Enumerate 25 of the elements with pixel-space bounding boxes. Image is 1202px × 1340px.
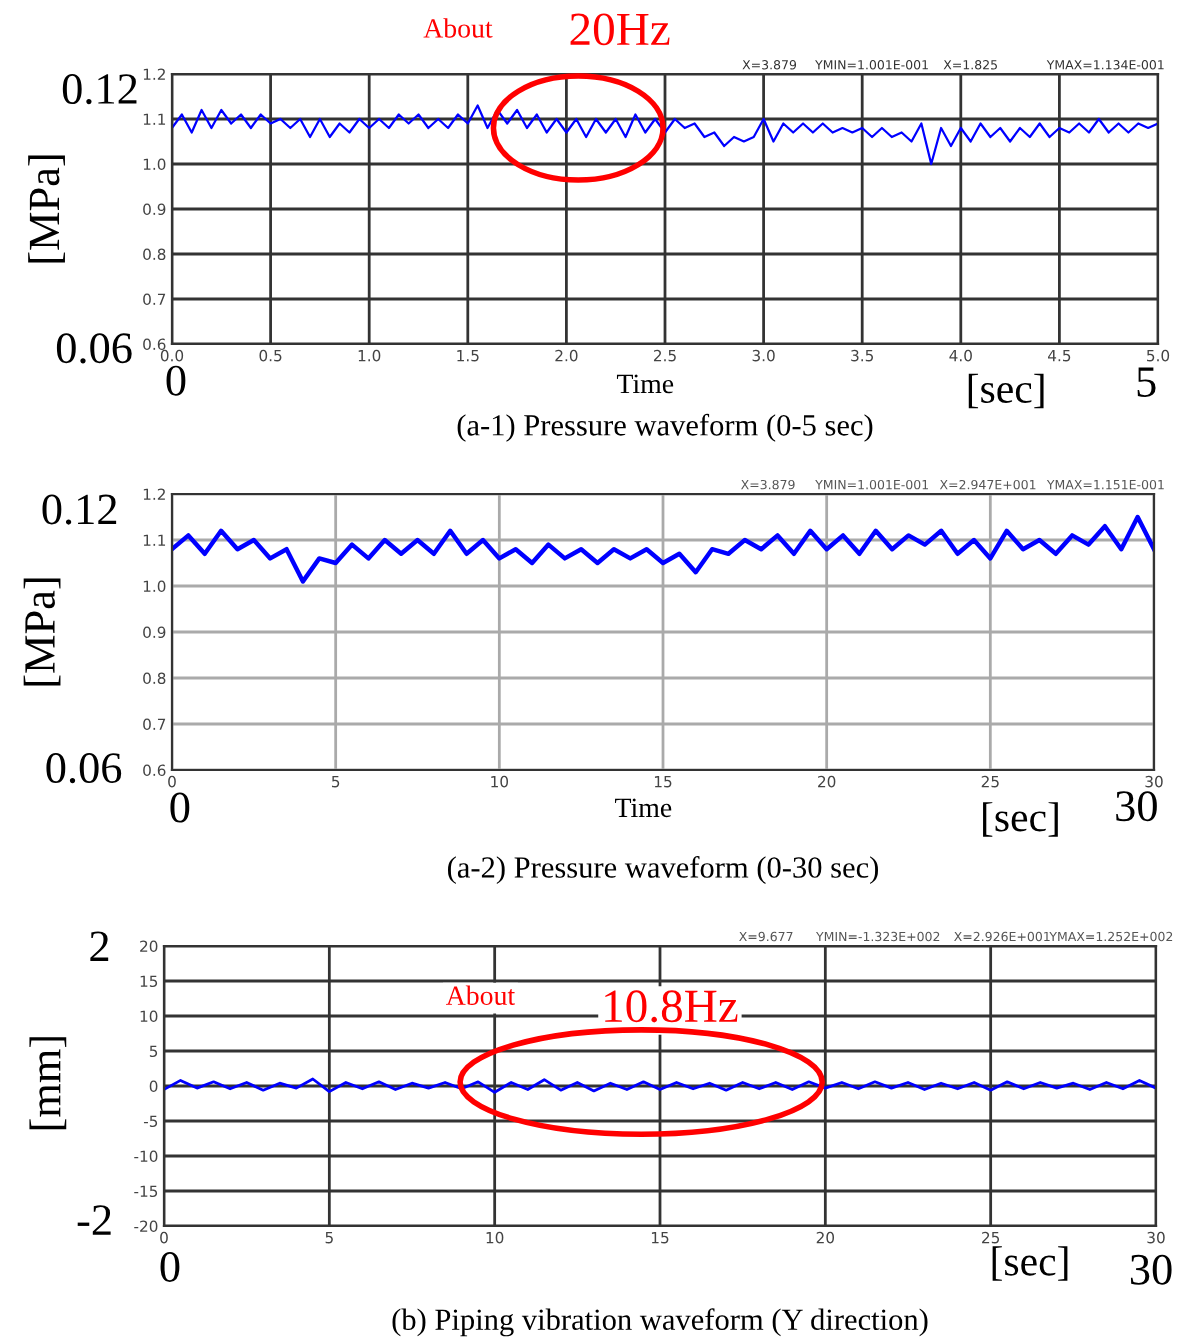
text: [sec] — [992, 1246, 1068, 1281]
text: -2 — [77, 1205, 111, 1235]
text: 30 — [1130, 1254, 1172, 1285]
text: (a-1) Pressure waveform (0-5 sec) — [457, 413, 873, 442]
text: 2 — [90, 931, 109, 961]
annotation: About — [446, 985, 516, 1006]
text: [sec] — [983, 802, 1058, 837]
text: [sec] — [968, 373, 1044, 409]
text: 0.06 — [56, 333, 132, 364]
text: About — [423, 18, 493, 38]
text: 0.12 — [62, 74, 137, 105]
text: 0.06 — [46, 753, 122, 784]
text: 20Hz — [570, 13, 670, 46]
x-axis-title: Time — [615, 798, 672, 818]
text: 0.12 — [42, 494, 117, 525]
line-series — [164, 1077, 1156, 1094]
y-axis-title: [MPa] — [28, 155, 65, 263]
y-axis-title: [mm] — [29, 1037, 67, 1130]
text: (b) Piping vibration waveform (Y direction) — [392, 1308, 928, 1337]
line-series — [172, 104, 1158, 166]
annotation: 10.8Hz — [605, 990, 738, 1023]
line-series — [172, 514, 1154, 584]
text: (a-2) Pressure waveform (0-30 sec) — [448, 856, 878, 885]
x-axis-title: Time — [616, 374, 674, 394]
y-axis-title: [MPa] — [23, 578, 61, 686]
